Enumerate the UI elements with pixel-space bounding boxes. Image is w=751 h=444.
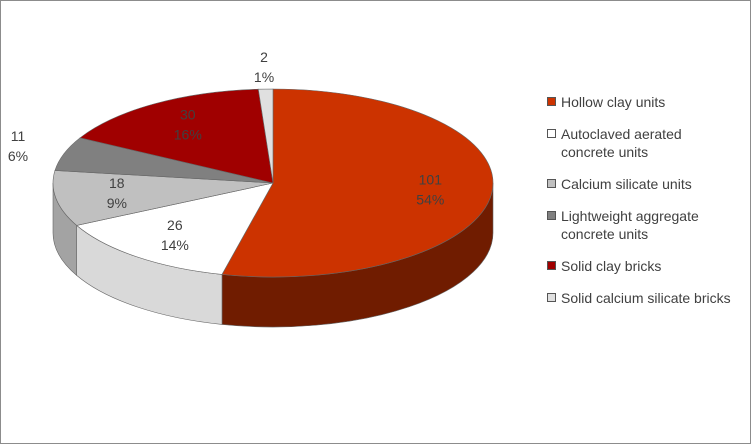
legend-item: Autoclaved aerated concrete units <box>547 125 737 161</box>
data-label: 101 <box>419 172 443 188</box>
percent-label: 1% <box>254 69 274 85</box>
percent-label: 54% <box>416 192 444 208</box>
data-label: 11 <box>11 128 26 144</box>
legend-item: Hollow clay units <box>547 93 737 111</box>
legend-swatch <box>547 211 556 220</box>
legend-label: Hollow clay units <box>561 94 666 110</box>
legend-label: Solid calcium silicate bricks <box>561 290 731 306</box>
slice <box>52 170 274 226</box>
legend-item: Calcium silicate units <box>547 175 737 193</box>
data-label: 30 <box>180 107 196 123</box>
percent-label: 9% <box>107 195 127 211</box>
legend-swatch <box>547 261 556 270</box>
slice <box>221 88 494 278</box>
legend-item: Solid clay bricks <box>547 257 737 275</box>
legend-item: Solid calcium silicate bricks <box>547 289 737 307</box>
slice <box>75 182 274 275</box>
legend-label: Autoclaved aerated concrete units <box>561 126 682 160</box>
legend-swatch <box>547 179 556 188</box>
legend-swatch <box>547 293 556 302</box>
legend: Hollow clay units Autoclaved aerated conc… <box>547 93 737 307</box>
percent-label: 14% <box>161 237 189 253</box>
percent-label: 6% <box>8 148 28 164</box>
data-label: 2 <box>260 49 268 65</box>
legend-item: Lightweight aggregate concrete units <box>547 207 737 243</box>
slice <box>79 88 274 184</box>
legend-swatch <box>547 97 556 106</box>
data-label: 26 <box>167 217 183 233</box>
legend-label: Lightweight aggregate concrete units <box>561 208 699 242</box>
percent-label: 16% <box>174 127 202 143</box>
legend-label: Calcium silicate units <box>561 176 692 192</box>
legend-label: Solid clay bricks <box>561 258 662 274</box>
slice <box>257 88 274 184</box>
data-label: 18 <box>109 175 125 191</box>
legend-swatch <box>547 129 556 138</box>
